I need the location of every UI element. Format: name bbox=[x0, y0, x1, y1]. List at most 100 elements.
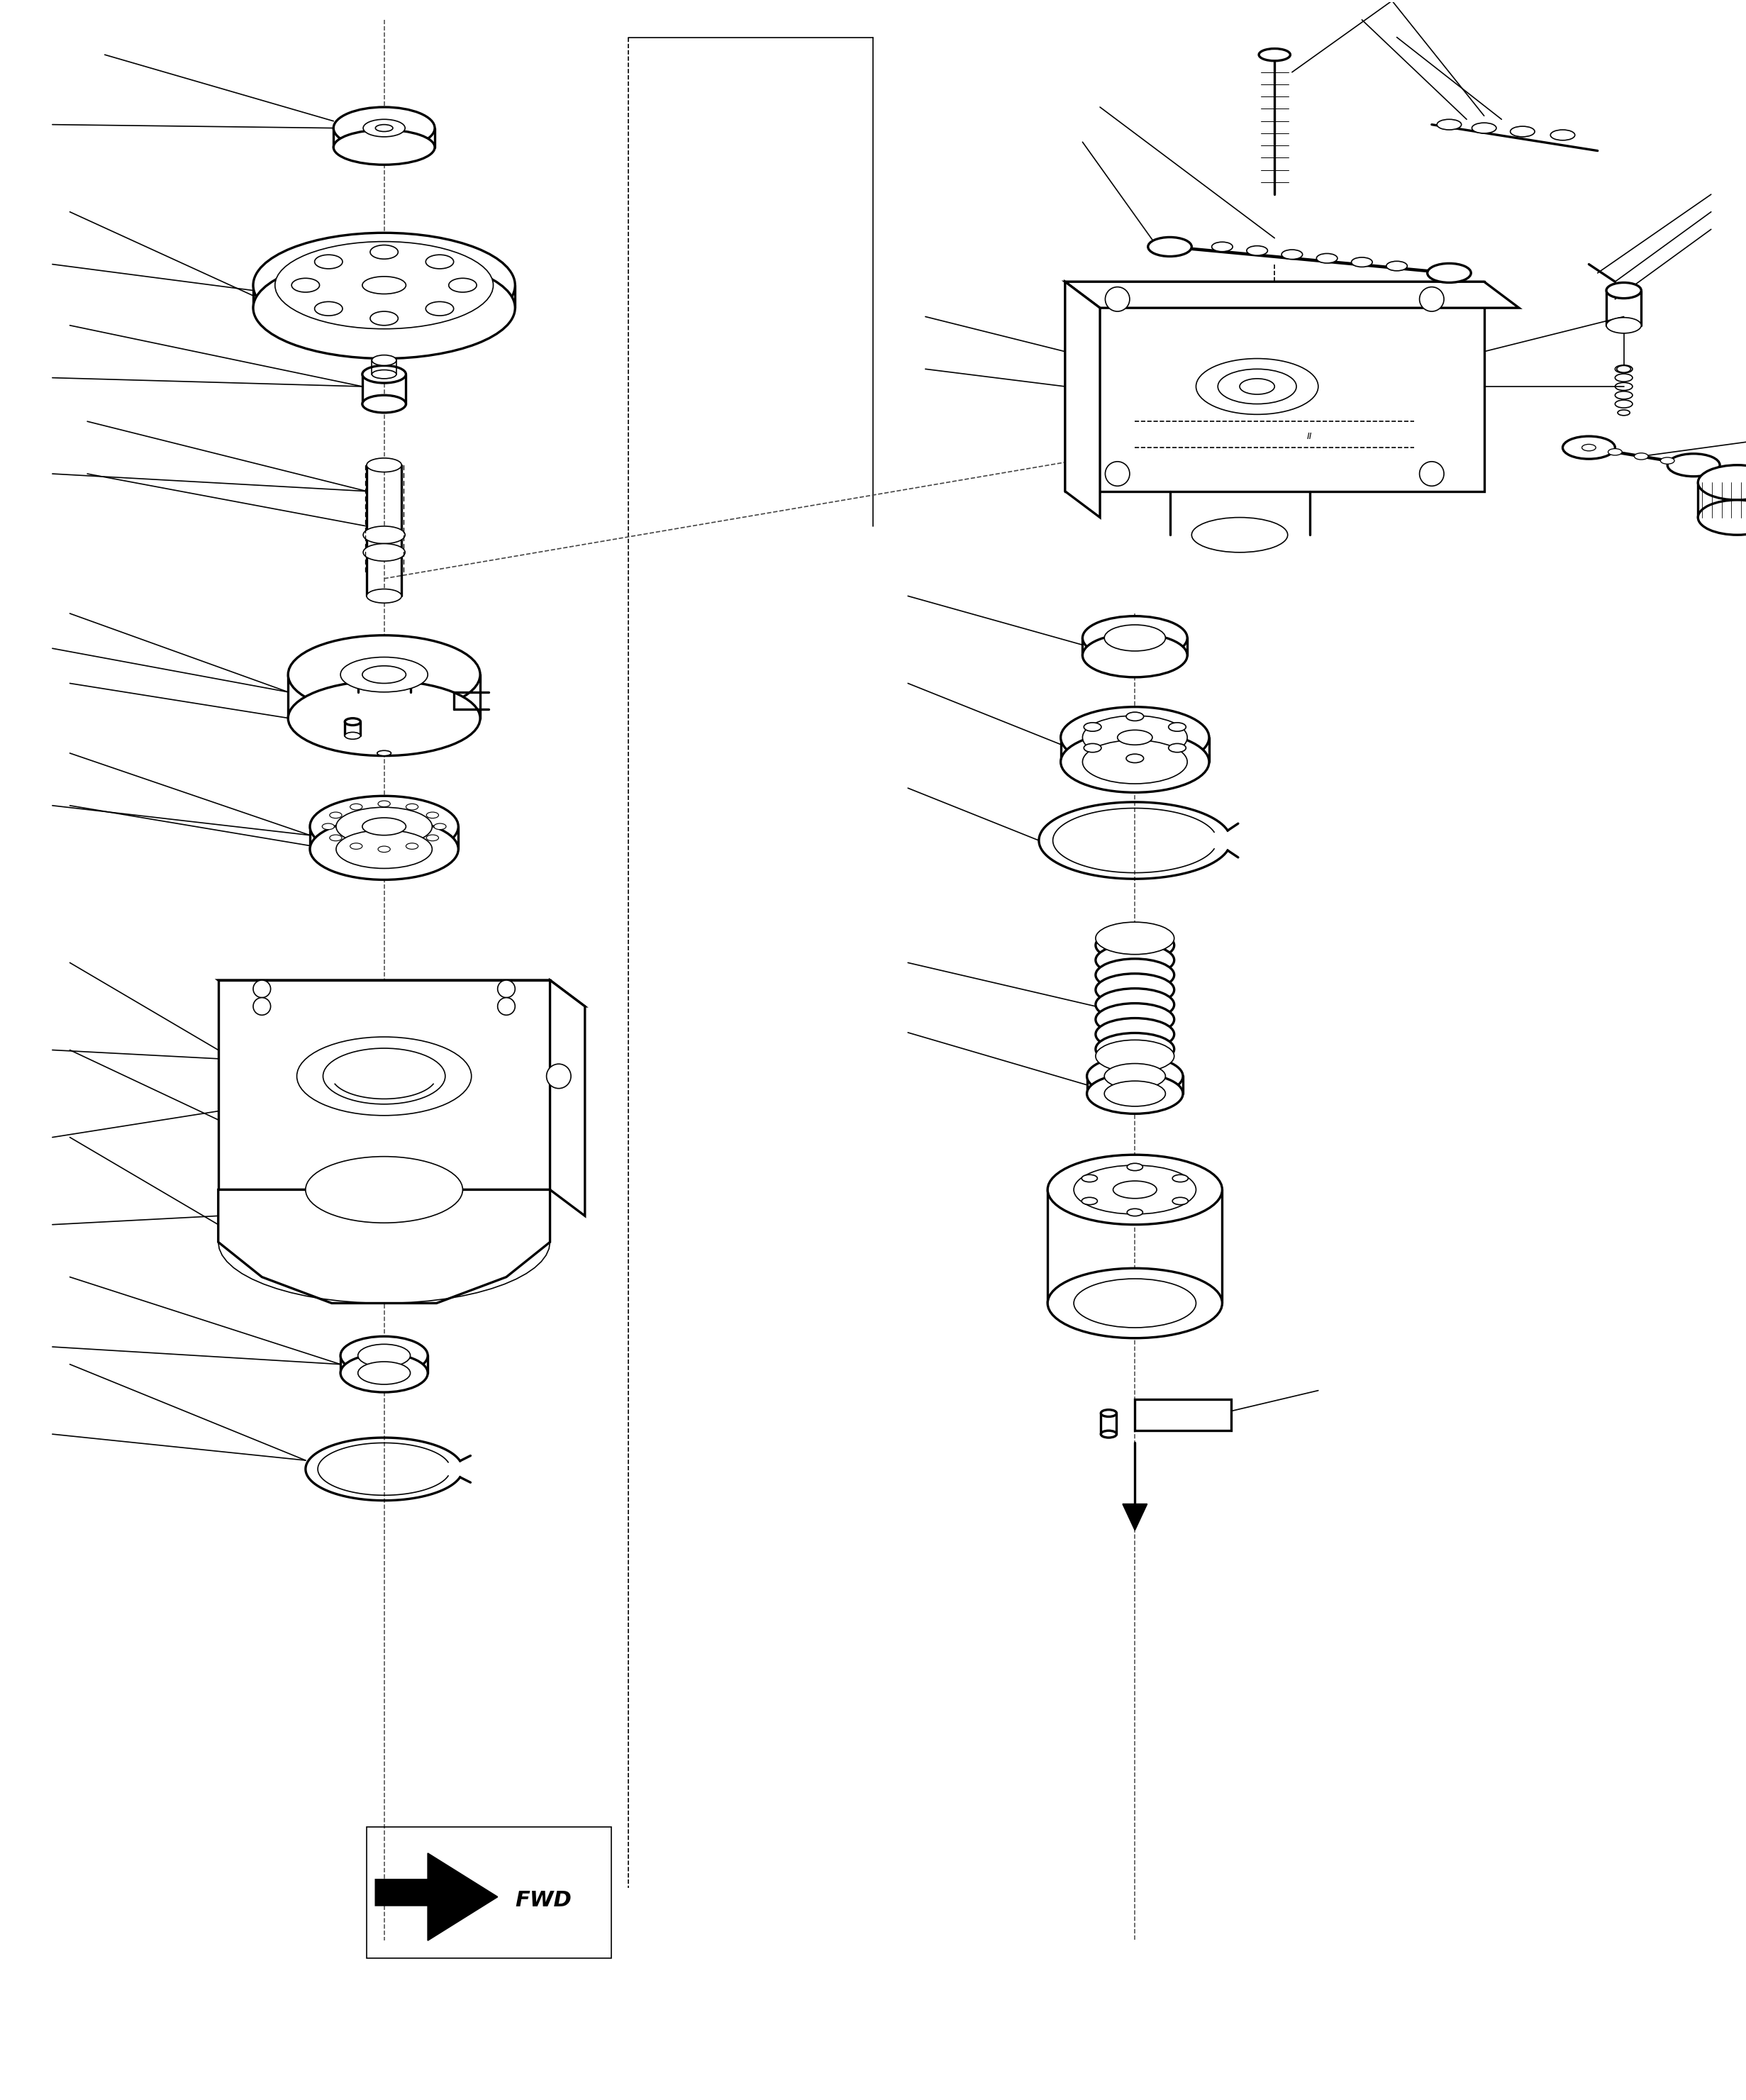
Ellipse shape bbox=[340, 657, 428, 693]
Circle shape bbox=[253, 981, 271, 998]
Ellipse shape bbox=[292, 277, 320, 292]
Ellipse shape bbox=[253, 233, 515, 338]
Ellipse shape bbox=[1563, 437, 1615, 460]
Ellipse shape bbox=[1096, 922, 1173, 953]
Ellipse shape bbox=[358, 1344, 410, 1367]
Text: FWD: FWD bbox=[515, 1890, 571, 1911]
Ellipse shape bbox=[1472, 122, 1496, 132]
Polygon shape bbox=[218, 1191, 550, 1304]
Ellipse shape bbox=[1191, 517, 1287, 552]
Ellipse shape bbox=[1126, 1163, 1142, 1170]
Ellipse shape bbox=[1212, 242, 1233, 252]
Ellipse shape bbox=[426, 254, 454, 269]
Ellipse shape bbox=[253, 258, 515, 359]
Ellipse shape bbox=[274, 242, 492, 330]
Polygon shape bbox=[218, 981, 585, 1006]
Ellipse shape bbox=[367, 458, 402, 473]
Ellipse shape bbox=[1608, 449, 1622, 456]
Ellipse shape bbox=[340, 1354, 428, 1392]
Ellipse shape bbox=[377, 750, 391, 756]
Ellipse shape bbox=[363, 544, 405, 561]
Ellipse shape bbox=[358, 1361, 410, 1384]
Ellipse shape bbox=[340, 1336, 428, 1376]
Polygon shape bbox=[1065, 281, 1519, 309]
Ellipse shape bbox=[363, 395, 405, 414]
Ellipse shape bbox=[335, 806, 433, 846]
Ellipse shape bbox=[1697, 500, 1746, 536]
Bar bbox=[1135, 1399, 1231, 1430]
Ellipse shape bbox=[1114, 1180, 1156, 1199]
Ellipse shape bbox=[349, 842, 363, 848]
Ellipse shape bbox=[349, 804, 363, 811]
Polygon shape bbox=[375, 1852, 498, 1940]
Ellipse shape bbox=[321, 823, 335, 830]
Circle shape bbox=[1419, 462, 1444, 485]
Ellipse shape bbox=[1437, 120, 1461, 130]
Ellipse shape bbox=[426, 302, 454, 315]
Ellipse shape bbox=[1172, 1197, 1187, 1205]
Ellipse shape bbox=[344, 733, 360, 739]
Ellipse shape bbox=[1617, 365, 1631, 372]
Ellipse shape bbox=[1282, 250, 1303, 258]
Ellipse shape bbox=[1074, 1166, 1196, 1214]
Ellipse shape bbox=[1660, 458, 1674, 464]
Ellipse shape bbox=[1617, 410, 1631, 416]
Bar bbox=[367, 1827, 611, 1957]
Ellipse shape bbox=[1117, 731, 1152, 746]
Ellipse shape bbox=[1147, 237, 1191, 256]
Ellipse shape bbox=[297, 1037, 471, 1115]
Ellipse shape bbox=[363, 666, 405, 682]
Ellipse shape bbox=[377, 846, 389, 853]
Ellipse shape bbox=[1096, 943, 1173, 976]
Ellipse shape bbox=[367, 588, 402, 603]
Ellipse shape bbox=[1096, 1019, 1173, 1050]
Ellipse shape bbox=[333, 107, 435, 149]
Ellipse shape bbox=[1102, 1409, 1117, 1418]
Ellipse shape bbox=[1096, 989, 1173, 1021]
Ellipse shape bbox=[1386, 260, 1407, 271]
Ellipse shape bbox=[405, 804, 419, 811]
Ellipse shape bbox=[449, 277, 477, 292]
Ellipse shape bbox=[1606, 317, 1641, 334]
Ellipse shape bbox=[330, 813, 342, 819]
Ellipse shape bbox=[1219, 370, 1296, 403]
Ellipse shape bbox=[1172, 1174, 1187, 1182]
Ellipse shape bbox=[1086, 1073, 1182, 1113]
Ellipse shape bbox=[1102, 1430, 1117, 1439]
Ellipse shape bbox=[1074, 1279, 1196, 1327]
Ellipse shape bbox=[330, 836, 342, 840]
Ellipse shape bbox=[1168, 722, 1186, 731]
Ellipse shape bbox=[1083, 739, 1187, 783]
Ellipse shape bbox=[363, 120, 405, 136]
Ellipse shape bbox=[1096, 1033, 1173, 1065]
Ellipse shape bbox=[426, 813, 438, 819]
Ellipse shape bbox=[1126, 754, 1144, 762]
Ellipse shape bbox=[1582, 445, 1596, 452]
Ellipse shape bbox=[363, 365, 405, 382]
Circle shape bbox=[1105, 462, 1130, 485]
Ellipse shape bbox=[1634, 454, 1648, 460]
Ellipse shape bbox=[1096, 974, 1173, 1006]
Ellipse shape bbox=[405, 842, 419, 848]
Ellipse shape bbox=[1060, 708, 1208, 769]
Ellipse shape bbox=[1060, 731, 1208, 792]
Ellipse shape bbox=[288, 680, 480, 756]
Ellipse shape bbox=[1426, 262, 1470, 284]
Circle shape bbox=[1105, 288, 1130, 311]
Ellipse shape bbox=[335, 830, 433, 869]
Ellipse shape bbox=[1259, 48, 1290, 61]
Circle shape bbox=[253, 998, 271, 1014]
Polygon shape bbox=[1065, 281, 1484, 491]
Ellipse shape bbox=[1096, 960, 1173, 991]
Polygon shape bbox=[1065, 281, 1100, 517]
Circle shape bbox=[546, 1065, 571, 1088]
Ellipse shape bbox=[1247, 246, 1268, 256]
Ellipse shape bbox=[377, 800, 389, 806]
Ellipse shape bbox=[1510, 126, 1535, 136]
Ellipse shape bbox=[1083, 615, 1187, 659]
Ellipse shape bbox=[1103, 626, 1166, 651]
Ellipse shape bbox=[1667, 454, 1720, 477]
Polygon shape bbox=[1123, 1504, 1147, 1531]
Ellipse shape bbox=[1083, 1197, 1098, 1205]
Ellipse shape bbox=[372, 355, 396, 365]
